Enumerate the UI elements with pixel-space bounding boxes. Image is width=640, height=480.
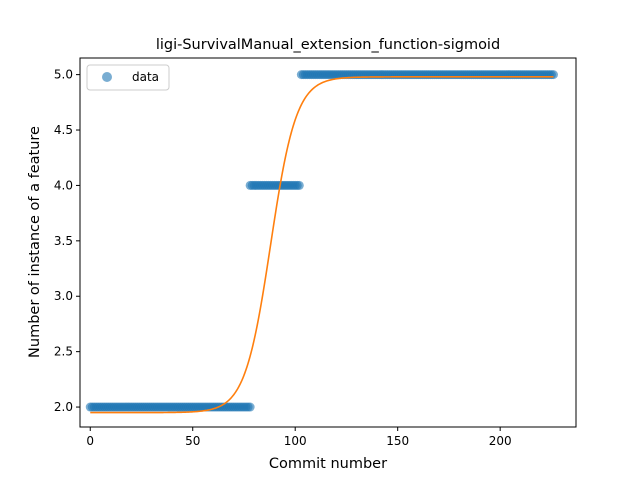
x-tick-label: 50 [185, 434, 200, 448]
y-axis-label: Number of instance of a feature [27, 126, 43, 358]
y-tick-label: 2.0 [54, 400, 73, 414]
x-axis-label: Commit number [269, 456, 387, 472]
chart-title: ligi-SurvivalManual_extension_function-s… [156, 37, 500, 53]
y-tick-label: 4.0 [54, 178, 73, 192]
x-tick-label: 100 [284, 434, 307, 448]
axes-frame [79, 57, 577, 428]
data-point [548, 70, 558, 80]
y-tick-label: 5.0 [54, 68, 73, 82]
sigmoid-fit-line [90, 76, 554, 414]
y-tick-label: 4.5 [54, 123, 73, 137]
legend-label-data: data [132, 70, 159, 84]
y-axis: 2.0 2.5 3.0 3.5 4.0 4.5 5.0 [54, 68, 80, 414]
legend: data [86, 64, 170, 91]
y-tick-label: 3.5 [54, 234, 73, 248]
data-point [245, 402, 255, 412]
y-tick-label: 3.0 [54, 289, 73, 303]
data-point [294, 180, 304, 190]
legend-frame [86, 64, 170, 91]
x-axis: 0 50 100 150 200 [86, 427, 512, 448]
plot-area [85, 70, 558, 414]
legend-marker-data [102, 72, 112, 82]
y-tick-label: 2.5 [54, 345, 73, 359]
x-tick-label: 200 [489, 434, 512, 448]
x-tick-label: 150 [386, 434, 409, 448]
x-tick-label: 0 [86, 434, 94, 448]
